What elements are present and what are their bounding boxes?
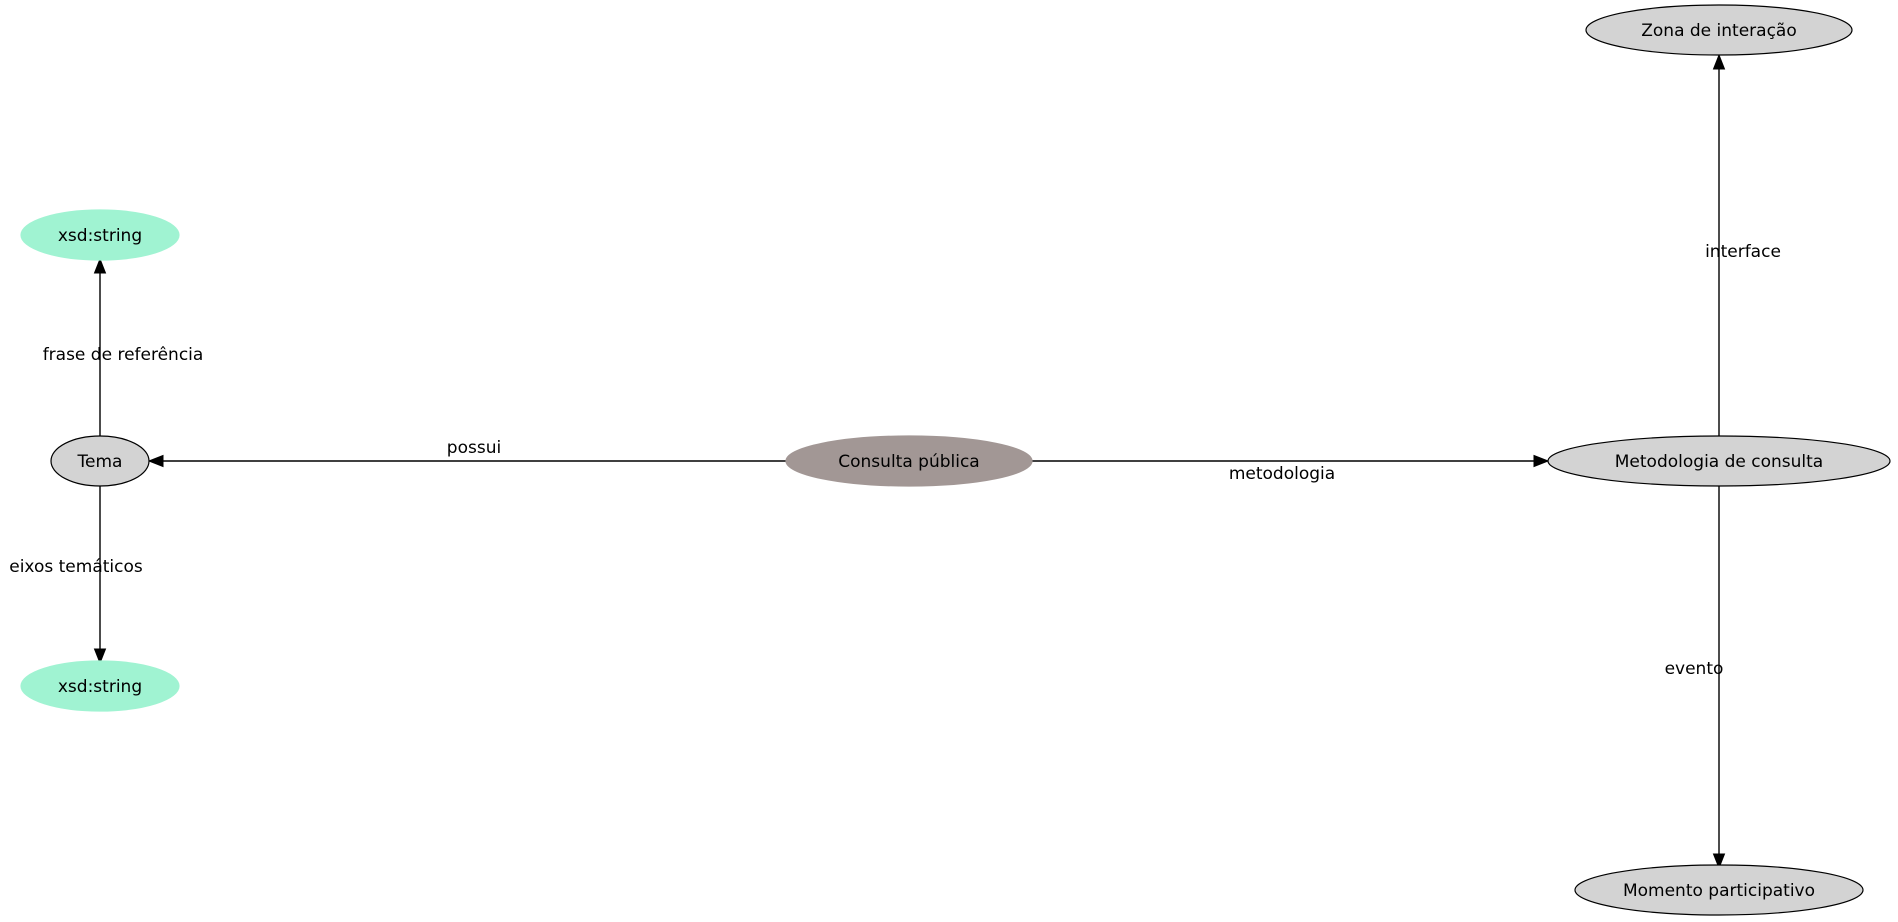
edge-possui: possui bbox=[147, 438, 786, 468]
node-shape-tema bbox=[50, 435, 150, 487]
node-shape-momento-participativo bbox=[1574, 864, 1864, 916]
edge-evento: evento bbox=[1665, 486, 1726, 870]
node-shape-consulta-publica bbox=[785, 435, 1033, 487]
node-momento-participativo: Momento participativo bbox=[1574, 864, 1864, 916]
node-shape-xsd-string-bottom bbox=[20, 660, 180, 712]
node-consulta-publica: Consulta pública bbox=[785, 435, 1033, 487]
node-label-momento-participativo: Momento participativo bbox=[1623, 881, 1815, 901]
node-label-consulta-publica: Consulta pública bbox=[838, 452, 979, 472]
edge-label-metodologia: metodologia bbox=[1229, 464, 1335, 484]
node-label-zona-de-interacao: Zona de interação bbox=[1641, 21, 1797, 41]
node-shape-xsd-string-top bbox=[20, 209, 180, 261]
arrowhead-evento bbox=[1712, 853, 1726, 870]
edge-label-evento: evento bbox=[1665, 659, 1724, 679]
node-label-xsd-string-top: xsd:string bbox=[58, 226, 142, 246]
edge-frase-de-referencia: frase de referência bbox=[43, 257, 204, 436]
node-tema: Tema bbox=[50, 435, 150, 487]
edge-interface: interface bbox=[1705, 53, 1781, 436]
node-label-tema: Tema bbox=[77, 452, 123, 472]
edge-label-possui: possui bbox=[447, 438, 501, 458]
node-label-xsd-string-bottom: xsd:string bbox=[58, 677, 142, 697]
node-zona-de-interacao: Zona de interação bbox=[1585, 4, 1853, 56]
node-xsd-string-bottom: xsd:string bbox=[20, 660, 180, 712]
arrowhead-frase-de-referencia bbox=[93, 257, 107, 274]
node-xsd-string-top: xsd:string bbox=[20, 209, 180, 261]
node-label-metodologia-de-consulta: Metodologia de consulta bbox=[1615, 452, 1823, 472]
edge-label-eixos-tematicos: eixos temáticos bbox=[9, 557, 143, 577]
edge-label-interface: interface bbox=[1705, 242, 1781, 262]
node-shape-zona-de-interacao bbox=[1585, 4, 1853, 56]
arrowhead-metodologia bbox=[1533, 454, 1550, 468]
node-shape-metodologia-de-consulta bbox=[1547, 435, 1891, 487]
arrowhead-possui bbox=[147, 454, 164, 468]
node-metodologia-de-consulta: Metodologia de consulta bbox=[1547, 435, 1891, 487]
edge-eixos-tematicos: eixos temáticos bbox=[9, 486, 143, 665]
arrowhead-eixos-tematicos bbox=[93, 648, 107, 665]
arrowhead-interface bbox=[1712, 53, 1726, 70]
edge-label-frase-de-referencia: frase de referência bbox=[43, 345, 204, 365]
edge-metodologia: metodologia bbox=[1032, 454, 1550, 484]
